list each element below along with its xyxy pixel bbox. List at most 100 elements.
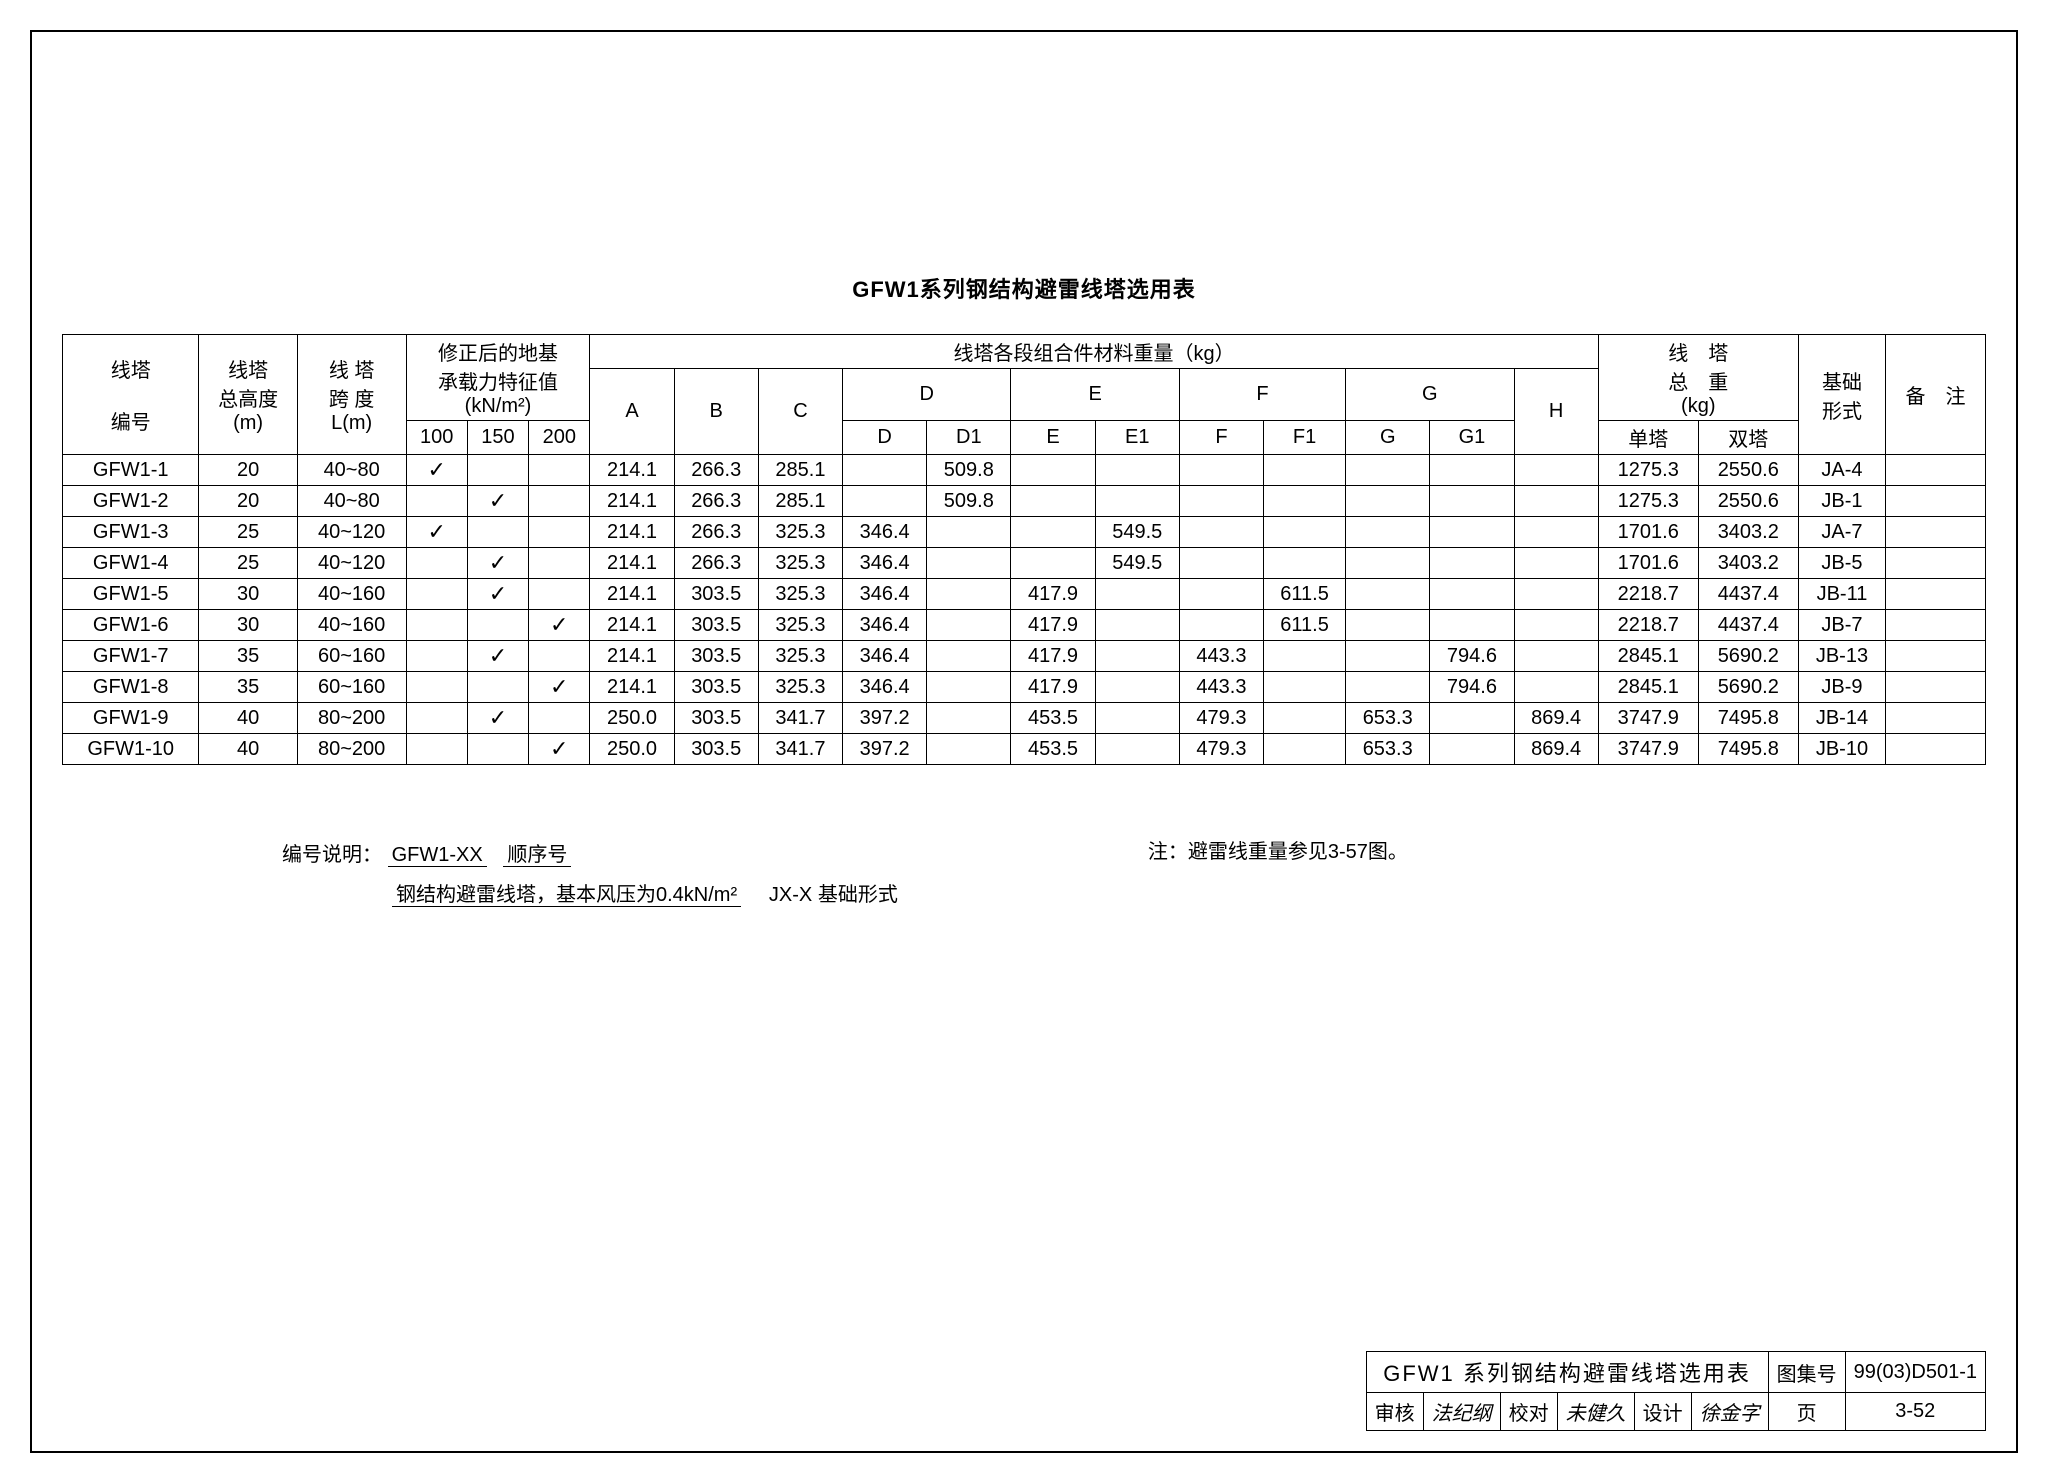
table-row: GFW1-42540~120✓214.1266.3325.3346.4549.5… [63,548,1986,579]
cell: ✓ [406,517,467,548]
cell: 397.2 [843,734,927,765]
cell [1514,548,1598,579]
hdr-D: D [843,369,1011,421]
cell [1095,455,1179,486]
cell [1179,548,1263,579]
cell: JA-4 [1798,455,1885,486]
cell [1514,672,1598,703]
cell: JB-11 [1798,579,1885,610]
cell [1179,579,1263,610]
hdr-100: 100 [406,421,467,455]
cell: 549.5 [1095,548,1179,579]
cell: 346.4 [843,517,927,548]
cell [1346,517,1430,548]
cell [843,455,927,486]
tb-sj-l: 设计 [1634,1393,1691,1431]
cell: ✓ [467,703,528,734]
cell: 40~160 [297,579,406,610]
cell: 346.4 [843,641,927,672]
cell [467,517,528,548]
cell [467,672,528,703]
cell [927,641,1011,672]
cell: 5690.2 [1698,641,1798,672]
cell [843,486,927,517]
hdr-span: 线 塔跨 度L(m) [297,335,406,455]
table-row: GFW1-73560~160✓214.1303.5325.3346.4417.9… [63,641,1986,672]
hdr-Fsub: F [1179,421,1263,455]
cell: 1275.3 [1598,486,1698,517]
cell [1095,703,1179,734]
tb-name: GFW1 系列钢结构避雷线塔选用表 [1366,1352,1768,1393]
cell: 653.3 [1346,734,1430,765]
cell: 794.6 [1430,672,1514,703]
hdr-Gsub: G [1346,421,1430,455]
cell: 611.5 [1264,610,1346,641]
cell [1095,672,1179,703]
cell [406,548,467,579]
cell: 479.3 [1179,703,1263,734]
cell: 20 [199,486,297,517]
hdr-double: 双塔 [1698,421,1798,455]
cell [1095,641,1179,672]
cell [529,486,590,517]
cell: 214.1 [590,548,674,579]
cell [406,672,467,703]
cell: GFW1-5 [63,579,199,610]
cell: 325.3 [758,548,842,579]
cell: 325.3 [758,610,842,641]
cell: 303.5 [674,734,758,765]
tb-jd-l: 校对 [1500,1393,1557,1431]
table-row: GFW1-94080~200✓250.0303.5341.7397.2453.5… [63,703,1986,734]
tb-atlas-v: 99(03)D501-1 [1845,1352,1985,1393]
cell: 25 [199,517,297,548]
hdr-B: B [674,369,758,455]
cell [1514,641,1598,672]
cell: 2218.7 [1598,610,1698,641]
cell [1514,517,1598,548]
cell: ✓ [529,610,590,641]
cell: 2550.6 [1698,486,1798,517]
cell [1179,455,1263,486]
cell: 2845.1 [1598,641,1698,672]
cell [467,455,528,486]
cell [1514,486,1598,517]
cell [1264,486,1346,517]
cell: JB-14 [1798,703,1885,734]
cell: 35 [199,641,297,672]
cell: 325.3 [758,672,842,703]
cell [406,610,467,641]
cell [1514,579,1598,610]
cell: 7495.8 [1698,703,1798,734]
cell [1514,455,1598,486]
cell [406,486,467,517]
hdr-F: F [1179,369,1345,421]
table-head: 线塔编号 线塔总高度(m) 线 塔跨 度L(m) 修正后的地基承载力特征值(kN… [63,335,1986,455]
cell [1095,486,1179,517]
cell: 266.3 [674,486,758,517]
cell [927,517,1011,548]
hdr-A: A [590,369,674,455]
cell: 3403.2 [1698,517,1798,548]
cell [1346,610,1430,641]
hdr-weight-group: 线塔各段组合件材料重量（kg） [590,335,1598,369]
cell: GFW1-9 [63,703,199,734]
cell: GFW1-2 [63,486,199,517]
cell: 266.3 [674,455,758,486]
table-row: GFW1-12040~80✓214.1266.3285.1509.81275.3… [63,455,1986,486]
cell: 1275.3 [1598,455,1698,486]
note-left: 编号说明： GFW1-XX 顺序号 钢结构避雷线塔，基本风压为0.4kN/m² … [282,835,898,915]
cell: 214.1 [590,455,674,486]
hdr-150: 150 [467,421,528,455]
page-title: GFW1系列钢结构避雷线塔选用表 [62,272,1986,304]
cell: 325.3 [758,517,842,548]
cell [1886,610,1986,641]
cell: ✓ [467,548,528,579]
cell: 60~160 [297,672,406,703]
cell: 25 [199,548,297,579]
note-desc: 钢结构避雷线塔，基本风压为0.4kN/m² JX-X 基础形式 [392,884,898,906]
cell [1886,486,1986,517]
cell: 417.9 [1011,610,1095,641]
cell: 3747.9 [1598,734,1698,765]
table-row: GFW1-22040~80✓214.1266.3285.1509.81275.3… [63,486,1986,517]
cell: 2845.1 [1598,672,1698,703]
